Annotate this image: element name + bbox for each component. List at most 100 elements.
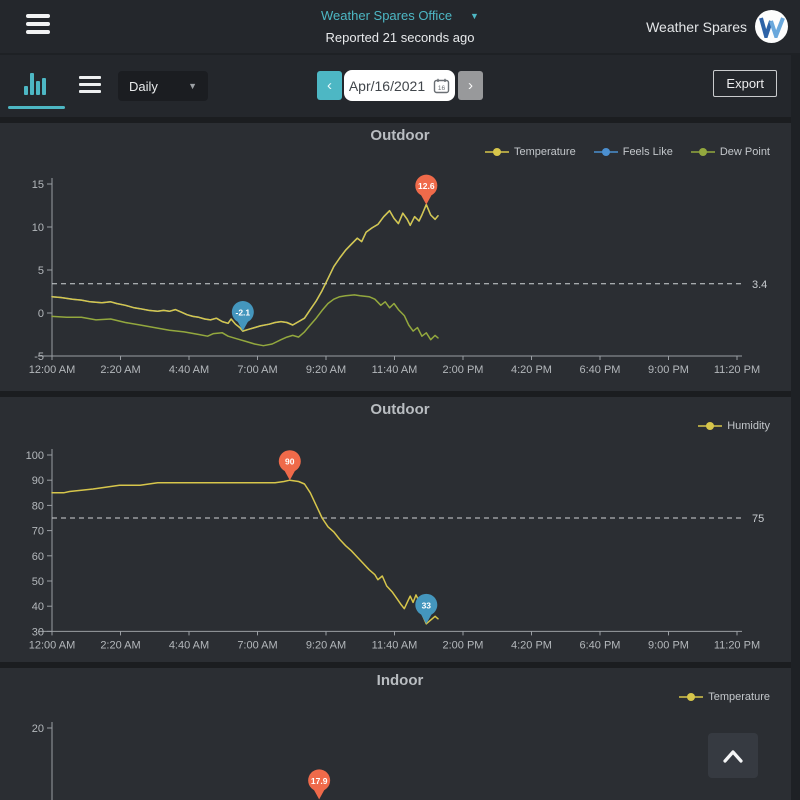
range-select-value: Daily [129, 78, 158, 94]
svg-text:12:00 AM: 12:00 AM [29, 639, 75, 651]
brand-logo-icon [755, 10, 788, 43]
chevron-up-icon [723, 749, 743, 763]
date-input[interactable]: Apr/16/2021 16 [344, 70, 455, 101]
legend-label: Feels Like [622, 145, 673, 158]
chart-panel-outdoor-humidity: Outdoor Humidity 12:00 AM 2:20 AM 4:40 AM 7… [0, 397, 800, 662]
svg-text:12.6: 12.6 [418, 181, 435, 191]
legend-label: Humidity [727, 419, 770, 432]
svg-text:6:40 PM: 6:40 PM [580, 639, 621, 651]
svg-text:11:40 AM: 11:40 AM [372, 364, 418, 376]
chart-title: Outdoor [370, 401, 430, 418]
scroll-to-top-button[interactable] [708, 733, 758, 778]
svg-text:7:00 AM: 7:00 AM [237, 639, 277, 651]
reported-status: Reported 21 seconds ago [325, 30, 475, 45]
svg-text:9:00 PM: 9:00 PM [648, 639, 689, 651]
svg-text:2:20 AM: 2:20 AM [100, 639, 140, 651]
svg-text:16: 16 [438, 85, 446, 92]
bar-chart-icon [24, 73, 46, 95]
legend-item-dew-point[interactable]: Dew Point [690, 145, 770, 158]
svg-text:30: 30 [32, 626, 44, 638]
svg-text:17.9: 17.9 [311, 776, 328, 786]
chart-marker-min: 33 [415, 593, 438, 624]
svg-text:11:40 AM: 11:40 AM [372, 639, 418, 651]
date-next-button[interactable]: › [458, 71, 483, 100]
tab-table-view[interactable] [79, 76, 103, 96]
chart-title: Outdoor [370, 127, 430, 144]
svg-text:6:40 PM: 6:40 PM [580, 364, 621, 376]
svg-text:4:20 PM: 4:20 PM [511, 364, 552, 376]
svg-text:5: 5 [38, 265, 44, 277]
svg-text:90: 90 [32, 475, 44, 487]
brand-name: Weather Spares [646, 18, 747, 35]
svg-text:70: 70 [32, 526, 44, 538]
svg-text:40: 40 [32, 601, 44, 613]
indoor-temperature-chart[interactable]: 20 17.9 [0, 704, 800, 800]
svg-text:80: 80 [32, 500, 44, 512]
date-prev-button[interactable]: ‹ [317, 71, 342, 100]
svg-text:50: 50 [32, 576, 44, 588]
brand: Weather Spares [646, 10, 788, 43]
legend-item-temperature[interactable]: Temperature [484, 145, 576, 158]
active-tab-underline [8, 106, 65, 109]
svg-text:4:20 PM: 4:20 PM [511, 639, 552, 651]
legend-label: Dew Point [719, 145, 770, 158]
date-value: Apr/16/2021 [348, 77, 426, 94]
outdoor-humidity-chart[interactable]: 12:00 AM 2:20 AM 4:40 AM 7:00 AM 9:20 AM 11:4… [0, 433, 800, 660]
svg-text:-5: -5 [34, 351, 44, 363]
app-header: Weather Spares Office ▼ Reported 21 seco… [0, 0, 800, 53]
export-button[interactable]: Export [713, 70, 777, 97]
legend-swatch-icon [698, 421, 723, 430]
chart-marker-max: 12.6 [415, 174, 438, 205]
scrollbar-track[interactable] [791, 55, 800, 800]
chart-panel-outdoor-temperature: Outdoor Temperature Feels Like Dew Point 1… [0, 123, 800, 391]
chart-title: Indoor [376, 672, 424, 689]
svg-text:4:40 AM: 4:40 AM [169, 364, 209, 376]
legend-swatch-icon [690, 147, 715, 156]
svg-text:15: 15 [32, 179, 44, 191]
header-center: Weather Spares Office ▼ Reported 21 seco… [0, 7, 800, 45]
svg-text:9:20 AM: 9:20 AM [306, 639, 346, 651]
legend-swatch-icon [593, 147, 618, 156]
outdoor-temperature-chart[interactable]: 12:00 AM 2:20 AM 4:40 AM 7:00 AM 9:20 AM 11:4… [0, 159, 800, 381]
legend-item-humidity[interactable]: Humidity [698, 420, 770, 432]
legend-swatch-icon [484, 147, 509, 156]
legend-label: Temperature [708, 690, 770, 703]
svg-text:2:00 PM: 2:00 PM [443, 364, 484, 376]
chart-marker-max: 17.9 [308, 769, 331, 800]
svg-text:4:40 AM: 4:40 AM [169, 639, 209, 651]
tab-graph-view[interactable] [8, 67, 65, 109]
station-selector[interactable]: Weather Spares Office ▼ [321, 8, 479, 23]
legend-swatch-icon [679, 692, 704, 701]
chart-toolbar: Daily ▼ ‹ Apr/16/2021 16 › Export [0, 53, 800, 117]
svg-text:11:20 PM: 11:20 PM [714, 364, 760, 376]
svg-text:100: 100 [26, 450, 44, 462]
svg-text:-2.1: -2.1 [235, 308, 250, 318]
svg-text:0: 0 [38, 308, 44, 320]
legend-item-feels-like[interactable]: Feels Like [593, 145, 673, 158]
station-selector-value: Weather Spares Office [321, 8, 453, 23]
legend-item-temperature[interactable]: Temperature [679, 691, 770, 703]
chevron-down-icon: ▼ [188, 81, 197, 91]
svg-text:2:00 PM: 2:00 PM [443, 639, 484, 651]
chart-marker-min: -2.1 [231, 301, 254, 332]
svg-text:60: 60 [32, 551, 44, 563]
svg-text:20: 20 [32, 723, 44, 735]
svg-text:90: 90 [285, 457, 295, 467]
svg-text:3.4: 3.4 [752, 279, 767, 291]
svg-text:11:20 PM: 11:20 PM [714, 639, 760, 651]
chevron-down-icon: ▼ [470, 10, 479, 21]
svg-text:33: 33 [422, 600, 432, 610]
svg-text:10: 10 [32, 222, 44, 234]
legend-label: Temperature [513, 145, 576, 158]
range-select[interactable]: Daily ▼ [118, 71, 208, 101]
svg-text:12:00 AM: 12:00 AM [29, 364, 75, 376]
calendar-icon: 16 [433, 78, 450, 93]
chart-panel-indoor-temperature: Indoor Temperature 20 17.9 [0, 668, 800, 800]
svg-text:75: 75 [752, 513, 764, 525]
chart-legend: Humidity [0, 418, 800, 433]
chart-marker-max: 90 [278, 450, 301, 481]
chart-legend: Temperature Feels Like Dew Point [0, 144, 800, 159]
menu-hamburger-icon[interactable] [26, 14, 50, 38]
svg-text:9:00 PM: 9:00 PM [648, 364, 689, 376]
